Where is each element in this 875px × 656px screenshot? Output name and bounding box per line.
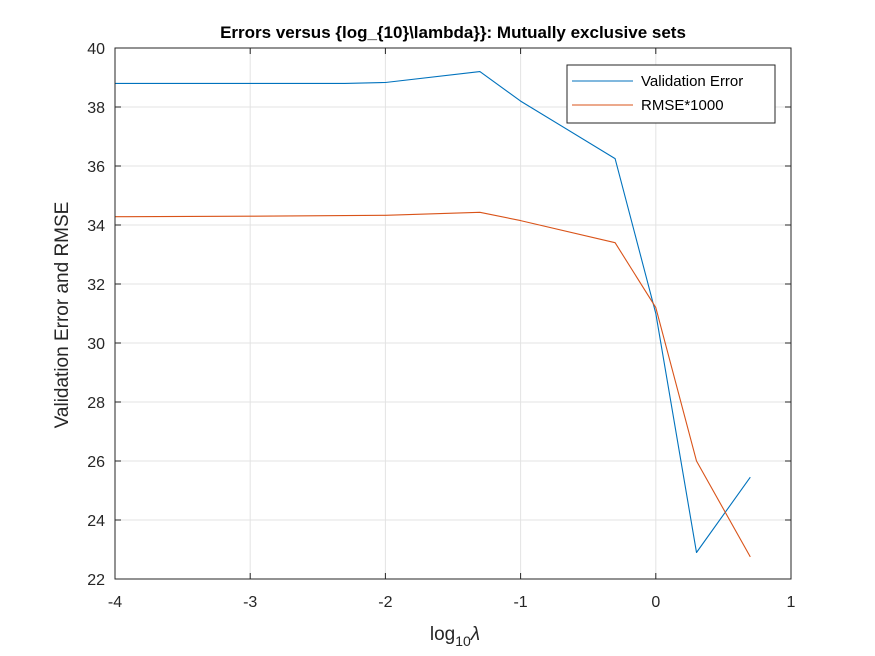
y-tick-label: 38 (87, 100, 105, 117)
x-tick-label: -3 (243, 594, 257, 611)
chart-title: Errors versus {log_{10}\lambda}}: Mutual… (220, 23, 686, 42)
y-tick-label: 40 (87, 41, 105, 58)
series-line-1 (115, 71, 751, 554)
x-tick-label: 1 (787, 594, 796, 611)
y-tick-label: 36 (87, 159, 105, 176)
series-line-2 (114, 211, 751, 558)
y-tick-label: 34 (87, 218, 105, 235)
x-tick-label: 0 (651, 594, 660, 611)
x-axis-label: log10λ (430, 624, 480, 649)
legend-label-2: RMSE*1000 (641, 97, 724, 114)
x-axis-label-symbol: λ (470, 624, 480, 645)
y-tick-label: 30 (87, 336, 105, 353)
y-tick-label: 28 (87, 395, 105, 412)
x-tick-label: -1 (513, 594, 527, 611)
y-axis-label: Validation Error and RMSE (52, 202, 73, 429)
x-axis-label-subscript: 10 (455, 633, 471, 649)
y-tick-label: 22 (87, 572, 105, 589)
legend: Validation Error RMSE*1000 (566, 64, 776, 124)
legend-box (566, 64, 776, 124)
series-lines (114, 71, 751, 558)
axis-ticks: -4 -3 -2 -1 0 1 22 24 26 28 30 32 34 36 38 40 (87, 41, 795, 611)
grid-lines (114, 47, 792, 580)
y-tick-label: 32 (87, 277, 105, 294)
y-tick-label: 26 (87, 454, 105, 471)
x-axis-label-base: log (430, 624, 455, 645)
y-tick-label: 24 (87, 513, 105, 530)
plot-area (115, 48, 791, 579)
legend-label-1: Validation Error (641, 73, 743, 90)
x-tick-label: -2 (378, 594, 392, 611)
plot-frame (114, 47, 792, 580)
legend-items: Validation Error RMSE*1000 (572, 73, 743, 114)
x-tick-label: -4 (108, 594, 122, 611)
